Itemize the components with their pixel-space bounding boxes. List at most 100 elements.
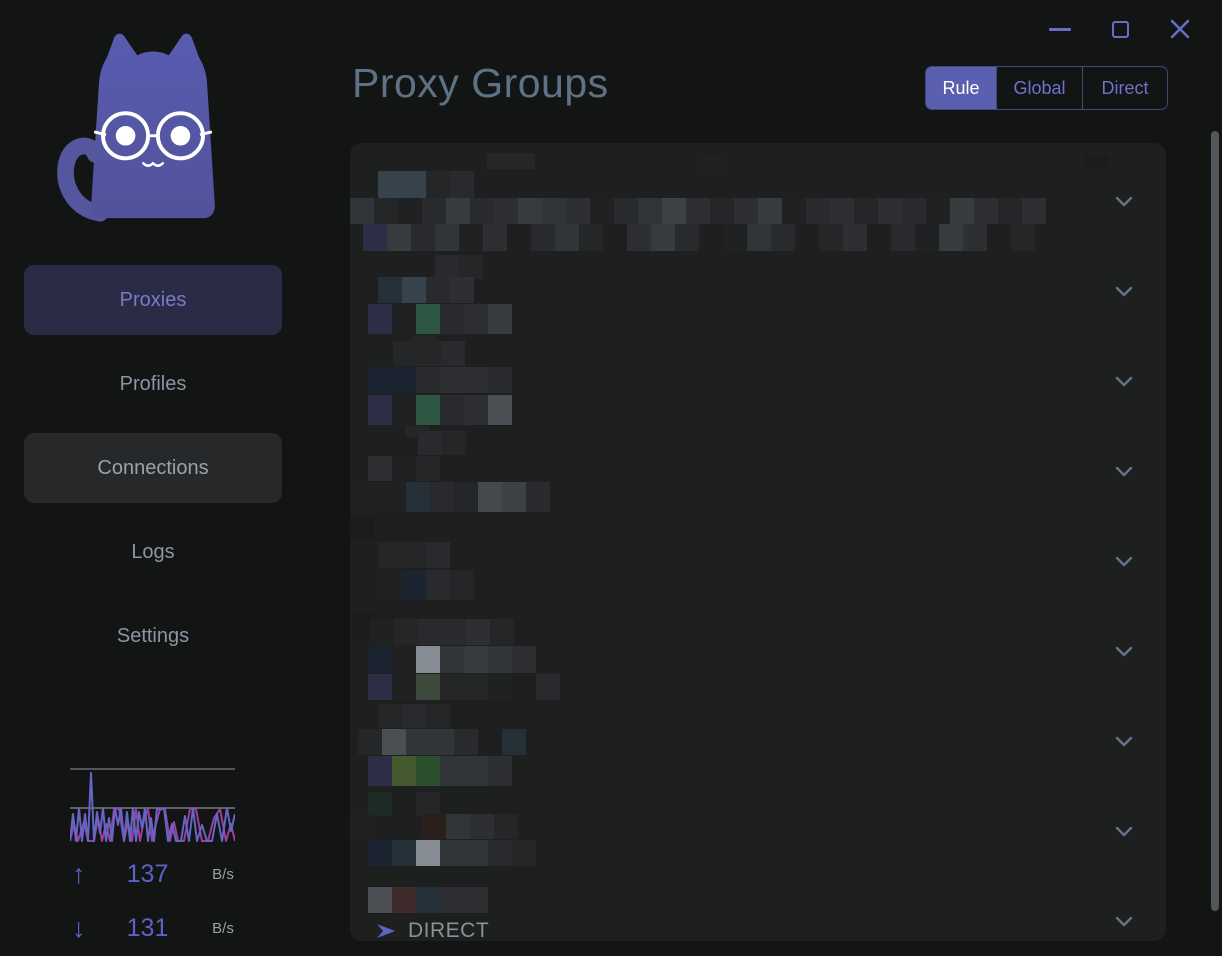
redacted-block	[426, 277, 450, 303]
redacted-block	[459, 224, 483, 251]
redacted-block	[555, 224, 579, 251]
redacted-block	[393, 341, 417, 366]
redacted-block	[442, 431, 466, 455]
chevron-down-icon[interactable]	[1112, 909, 1136, 933]
redacted-block	[697, 155, 721, 169]
sidebar-item-connections[interactable]: Connections	[24, 433, 282, 503]
redacted-block	[512, 840, 536, 866]
sidebar-item-settings[interactable]: Settings	[24, 601, 282, 671]
redacted-block	[350, 515, 374, 541]
proxy-group-list: DIRECT	[350, 143, 1166, 941]
sidebar-item-profiles[interactable]: Profiles	[24, 349, 282, 419]
download-value: 131	[126, 914, 169, 942]
redacted-block	[368, 887, 392, 913]
redacted-block	[662, 198, 686, 224]
redacted-block	[710, 198, 734, 224]
redacted-block	[368, 756, 392, 786]
proxy-group-row[interactable]	[350, 335, 1166, 437]
redacted-block	[392, 840, 416, 866]
mode-rule-button[interactable]: Rule	[926, 67, 996, 109]
redacted-block	[675, 224, 699, 251]
redacted-block	[488, 304, 512, 334]
minimize-button[interactable]	[1048, 17, 1072, 41]
current-node-arrow-icon	[377, 924, 395, 938]
redacted-block	[488, 674, 512, 700]
chevron-down-icon[interactable]	[1112, 369, 1136, 393]
maximize-button[interactable]	[1108, 17, 1132, 41]
redacted-block	[368, 367, 392, 393]
redacted-block	[416, 887, 440, 913]
redacted-block	[782, 198, 806, 224]
redacted-block	[488, 840, 512, 866]
download-speed: ↓ 131 B/s	[0, 912, 306, 944]
proxy-group-row[interactable]	[350, 245, 1166, 347]
redacted-block	[1022, 198, 1046, 224]
close-button[interactable]	[1168, 17, 1192, 41]
redacted-block	[651, 224, 675, 251]
close-icon	[1170, 19, 1190, 39]
redacted-block	[1011, 224, 1035, 251]
chevron-down-icon[interactable]	[1112, 639, 1136, 663]
proxy-group-row[interactable]	[350, 695, 1166, 786]
proxy-group-row[interactable]	[350, 143, 1166, 251]
redacted-block	[488, 367, 512, 393]
redacted-block	[435, 255, 459, 279]
redacted-block	[378, 542, 402, 568]
redacted-block	[526, 482, 550, 512]
proxy-node-direct[interactable]: DIRECT	[376, 919, 489, 941]
redacted-block	[806, 198, 830, 224]
redacted-block	[392, 756, 416, 786]
redacted-block	[422, 198, 446, 224]
redacted-block	[382, 482, 406, 512]
redacted-block	[368, 395, 392, 425]
chevron-down-icon[interactable]	[1112, 459, 1136, 483]
chevron-down-icon[interactable]	[1112, 189, 1136, 213]
page-title: Proxy Groups	[352, 60, 609, 106]
redacted-block	[488, 395, 512, 425]
redacted-block	[819, 224, 843, 251]
redacted-block	[450, 570, 474, 600]
redacted-block	[488, 756, 512, 786]
redacted-block	[487, 153, 511, 169]
redacted-block	[358, 729, 382, 755]
mode-direct-button[interactable]: Direct	[1082, 67, 1167, 109]
redacted-block	[378, 277, 402, 303]
proxy-group-row[interactable]: DIRECT	[350, 875, 1166, 941]
redacted-block	[358, 482, 382, 512]
redacted-block	[402, 570, 426, 600]
proxy-group-row[interactable]	[350, 425, 1166, 515]
upload-sparkline	[70, 772, 235, 842]
redacted-block	[422, 814, 446, 839]
chevron-down-icon[interactable]	[1112, 549, 1136, 573]
redacted-block	[464, 674, 488, 700]
chevron-down-icon[interactable]	[1112, 819, 1136, 843]
redacted-block	[368, 674, 392, 700]
redacted-block	[406, 729, 430, 755]
redacted-block	[926, 198, 950, 224]
redacted-block	[830, 198, 854, 224]
redacted-block	[418, 431, 442, 455]
mode-global-button[interactable]: Global	[996, 67, 1082, 109]
proxy-group-row[interactable]	[350, 605, 1166, 700]
sidebar-item-proxies[interactable]: Proxies	[24, 265, 282, 335]
redacted-block	[446, 198, 470, 224]
redacted-block	[368, 840, 392, 866]
chevron-down-icon[interactable]	[1112, 279, 1136, 303]
scrollbar-thumb[interactable]	[1211, 131, 1219, 911]
redacted-block	[511, 153, 535, 169]
chevron-down-icon[interactable]	[1112, 729, 1136, 753]
redacted-block	[470, 814, 494, 839]
proxy-group-row[interactable]	[350, 515, 1166, 605]
proxy-group-row[interactable]	[350, 785, 1166, 875]
redacted-block	[378, 171, 402, 198]
window-controls	[1048, 0, 1192, 58]
sidebar-item-logs[interactable]: Logs	[24, 517, 282, 587]
redacted-block	[902, 198, 926, 224]
traffic-graph	[70, 768, 235, 842]
redacted-block	[426, 542, 450, 568]
download-unit: B/s	[212, 920, 234, 937]
redacted-block	[416, 367, 440, 393]
redacted-block	[402, 277, 426, 303]
redacted-block	[502, 729, 526, 755]
redacted-block	[440, 840, 464, 866]
